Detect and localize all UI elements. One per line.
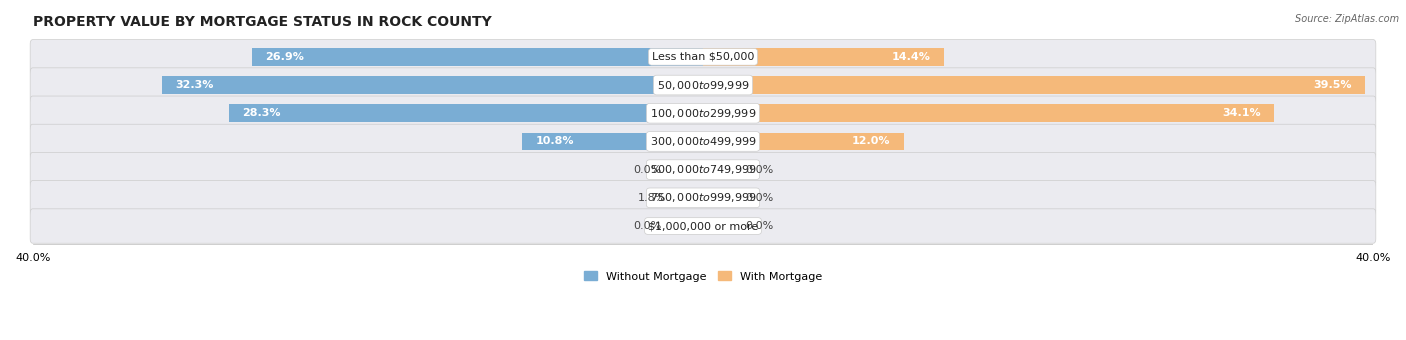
- Text: 1.8%: 1.8%: [638, 193, 666, 203]
- Text: $50,000 to $99,999: $50,000 to $99,999: [657, 79, 749, 91]
- Text: PROPERTY VALUE BY MORTGAGE STATUS IN ROCK COUNTY: PROPERTY VALUE BY MORTGAGE STATUS IN ROC…: [32, 15, 492, 29]
- FancyBboxPatch shape: [30, 209, 1376, 243]
- Bar: [703, 104, 1274, 122]
- Bar: [162, 76, 703, 94]
- Text: 39.5%: 39.5%: [1313, 80, 1351, 90]
- FancyBboxPatch shape: [30, 68, 1376, 102]
- Text: Source: ZipAtlas.com: Source: ZipAtlas.com: [1295, 14, 1399, 23]
- Bar: [252, 48, 703, 66]
- FancyBboxPatch shape: [30, 96, 1376, 131]
- Bar: [703, 133, 904, 150]
- Text: 34.1%: 34.1%: [1222, 108, 1261, 118]
- FancyBboxPatch shape: [30, 40, 1376, 74]
- Text: 0.0%: 0.0%: [745, 193, 773, 203]
- Text: 26.9%: 26.9%: [266, 52, 305, 62]
- Text: $300,000 to $499,999: $300,000 to $499,999: [650, 135, 756, 148]
- Text: Less than $50,000: Less than $50,000: [652, 52, 754, 62]
- Text: $1,000,000 or more: $1,000,000 or more: [648, 221, 758, 231]
- Text: $500,000 to $749,999: $500,000 to $749,999: [650, 163, 756, 176]
- FancyBboxPatch shape: [30, 124, 1376, 159]
- Text: 0.0%: 0.0%: [745, 165, 773, 175]
- Bar: [703, 48, 945, 66]
- Text: 12.0%: 12.0%: [852, 136, 890, 147]
- Bar: [229, 104, 703, 122]
- Text: 28.3%: 28.3%: [242, 108, 281, 118]
- Text: 0.0%: 0.0%: [633, 221, 661, 231]
- Text: 10.8%: 10.8%: [536, 136, 574, 147]
- Text: $100,000 to $299,999: $100,000 to $299,999: [650, 107, 756, 120]
- Bar: [703, 76, 1365, 94]
- FancyBboxPatch shape: [30, 181, 1376, 215]
- Text: 14.4%: 14.4%: [891, 52, 931, 62]
- Bar: [522, 133, 703, 150]
- Text: 0.0%: 0.0%: [745, 221, 773, 231]
- Text: 0.0%: 0.0%: [633, 165, 661, 175]
- Legend: Without Mortgage, With Mortgage: Without Mortgage, With Mortgage: [579, 267, 827, 286]
- Text: 32.3%: 32.3%: [176, 80, 214, 90]
- Text: $750,000 to $999,999: $750,000 to $999,999: [650, 191, 756, 204]
- FancyBboxPatch shape: [30, 152, 1376, 187]
- Bar: [673, 189, 703, 207]
